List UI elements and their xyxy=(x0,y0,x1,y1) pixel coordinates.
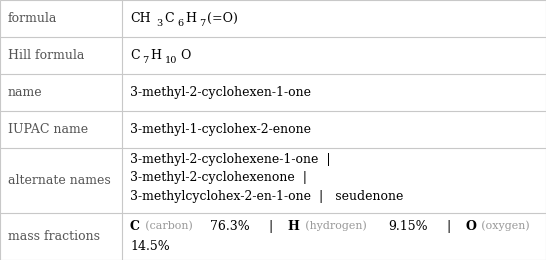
Text: C: C xyxy=(165,12,174,25)
Text: |: | xyxy=(262,220,282,233)
Text: 14.5%: 14.5% xyxy=(130,240,170,253)
Text: C: C xyxy=(130,220,140,233)
Text: 7: 7 xyxy=(143,56,149,65)
Text: 3‑methyl‑2‑cyclohexenone  |: 3‑methyl‑2‑cyclohexenone | xyxy=(130,171,307,184)
Text: (hydrogen): (hydrogen) xyxy=(302,221,369,231)
Text: name: name xyxy=(8,86,43,99)
Text: (oxygen): (oxygen) xyxy=(479,221,530,231)
Text: 3: 3 xyxy=(157,19,163,28)
Text: 76.3%: 76.3% xyxy=(210,220,250,233)
Text: (=O): (=O) xyxy=(207,12,238,25)
Text: O: O xyxy=(465,220,476,233)
Text: 3‑methyl‑1‑cyclohex‑2‑enone: 3‑methyl‑1‑cyclohex‑2‑enone xyxy=(130,123,311,136)
Text: H: H xyxy=(185,12,196,25)
Text: IUPAC name: IUPAC name xyxy=(8,123,88,136)
Text: CH: CH xyxy=(130,12,151,25)
Text: 3‑methylcyclohex‑2‑en‑1‑one  |   seudenone: 3‑methylcyclohex‑2‑en‑1‑one | seudenone xyxy=(130,190,403,203)
Text: 7: 7 xyxy=(199,19,205,28)
Text: mass fractions: mass fractions xyxy=(8,230,100,243)
Text: Hill formula: Hill formula xyxy=(8,49,85,62)
Text: O: O xyxy=(181,49,191,62)
Text: alternate names: alternate names xyxy=(8,174,111,187)
Text: 3‑methyl‑2‑cyclohexene‑1‑one  |: 3‑methyl‑2‑cyclohexene‑1‑one | xyxy=(130,153,331,166)
Text: |: | xyxy=(439,220,459,233)
Text: 10: 10 xyxy=(165,56,177,65)
Text: H: H xyxy=(151,49,162,62)
Text: formula: formula xyxy=(8,12,57,25)
Text: C: C xyxy=(130,49,140,62)
Text: (carbon): (carbon) xyxy=(143,221,195,231)
Text: H: H xyxy=(287,220,299,233)
Text: 9.15%: 9.15% xyxy=(388,220,428,233)
Text: 6: 6 xyxy=(177,19,183,28)
Text: 3‑methyl‑2‑cyclohexen‑1‑one: 3‑methyl‑2‑cyclohexen‑1‑one xyxy=(130,86,311,99)
